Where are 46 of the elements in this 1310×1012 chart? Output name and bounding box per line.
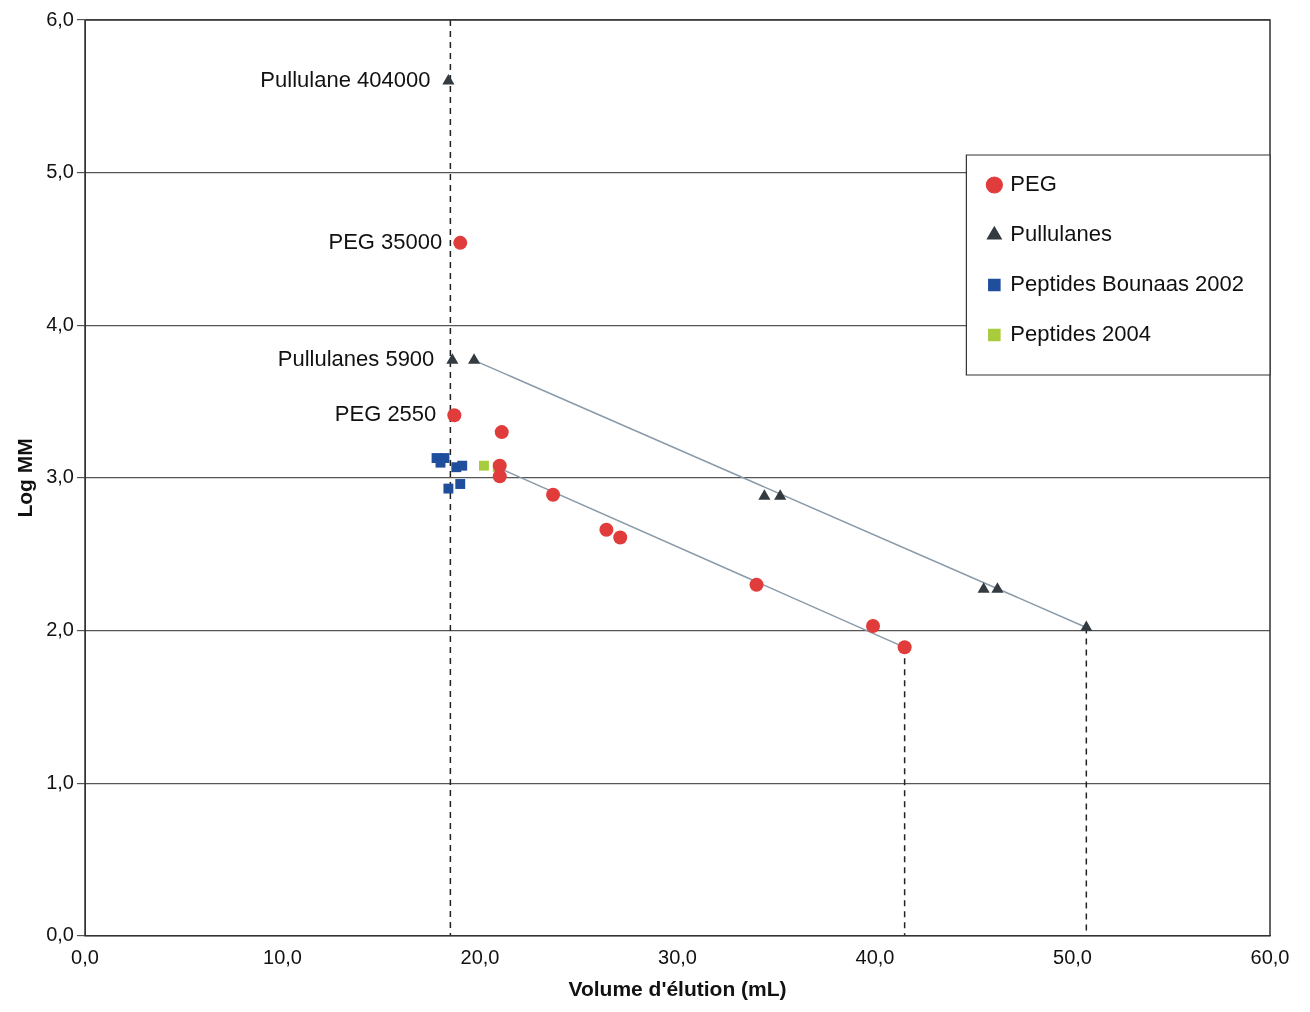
y-tick-label: 1,0 bbox=[46, 770, 74, 793]
y-tick-label: 0,0 bbox=[46, 923, 74, 946]
point bbox=[468, 353, 481, 364]
x-tick-label: 60,0 bbox=[1250, 946, 1290, 969]
point bbox=[447, 408, 462, 423]
legend-label: Peptides Bounaas 2002 bbox=[1010, 271, 1245, 297]
point bbox=[991, 582, 1004, 593]
x-axis-title: Volume d'élution (mL) bbox=[568, 977, 787, 1001]
y-axis-title: Log MM bbox=[13, 438, 37, 518]
point bbox=[479, 460, 489, 471]
point bbox=[455, 479, 466, 489]
x-tick-label: 10,0 bbox=[263, 946, 302, 969]
point bbox=[453, 235, 468, 250]
point bbox=[442, 74, 455, 85]
point bbox=[446, 353, 459, 364]
y-tick-label: 2,0 bbox=[46, 618, 74, 641]
point bbox=[749, 577, 764, 592]
point bbox=[1080, 620, 1093, 631]
point bbox=[494, 425, 509, 440]
point bbox=[866, 618, 881, 633]
point bbox=[457, 460, 468, 471]
y-tick-label: 3,0 bbox=[46, 465, 74, 488]
annotation: PEG 2550 bbox=[334, 401, 437, 427]
point bbox=[897, 640, 912, 655]
x-tick-label: 0,0 bbox=[71, 946, 99, 969]
point bbox=[977, 582, 990, 593]
annotation: PEG 35000 bbox=[328, 228, 443, 254]
y-tick-label: 6,0 bbox=[46, 7, 74, 30]
x-tick-label: 20,0 bbox=[460, 946, 500, 969]
legend-label: PEG bbox=[1010, 171, 1057, 197]
annotation: Pullulane 404000 bbox=[260, 67, 431, 93]
point bbox=[613, 530, 628, 545]
y-tick-label: 5,0 bbox=[46, 160, 74, 183]
legend-label: Peptides 2004 bbox=[1010, 321, 1152, 347]
x-tick-label: 30,0 bbox=[658, 946, 697, 969]
point bbox=[599, 522, 614, 537]
x-tick-label: 40,0 bbox=[855, 946, 895, 969]
x-tick-label: 50,0 bbox=[1053, 946, 1092, 969]
point bbox=[443, 483, 454, 494]
annotation: Pullulanes 5900 bbox=[277, 346, 435, 372]
point bbox=[546, 487, 561, 502]
legend-label: Pullulanes bbox=[1010, 221, 1112, 247]
y-tick-label: 4,0 bbox=[46, 312, 74, 335]
point bbox=[492, 469, 507, 484]
point bbox=[758, 489, 771, 500]
point bbox=[774, 489, 787, 500]
